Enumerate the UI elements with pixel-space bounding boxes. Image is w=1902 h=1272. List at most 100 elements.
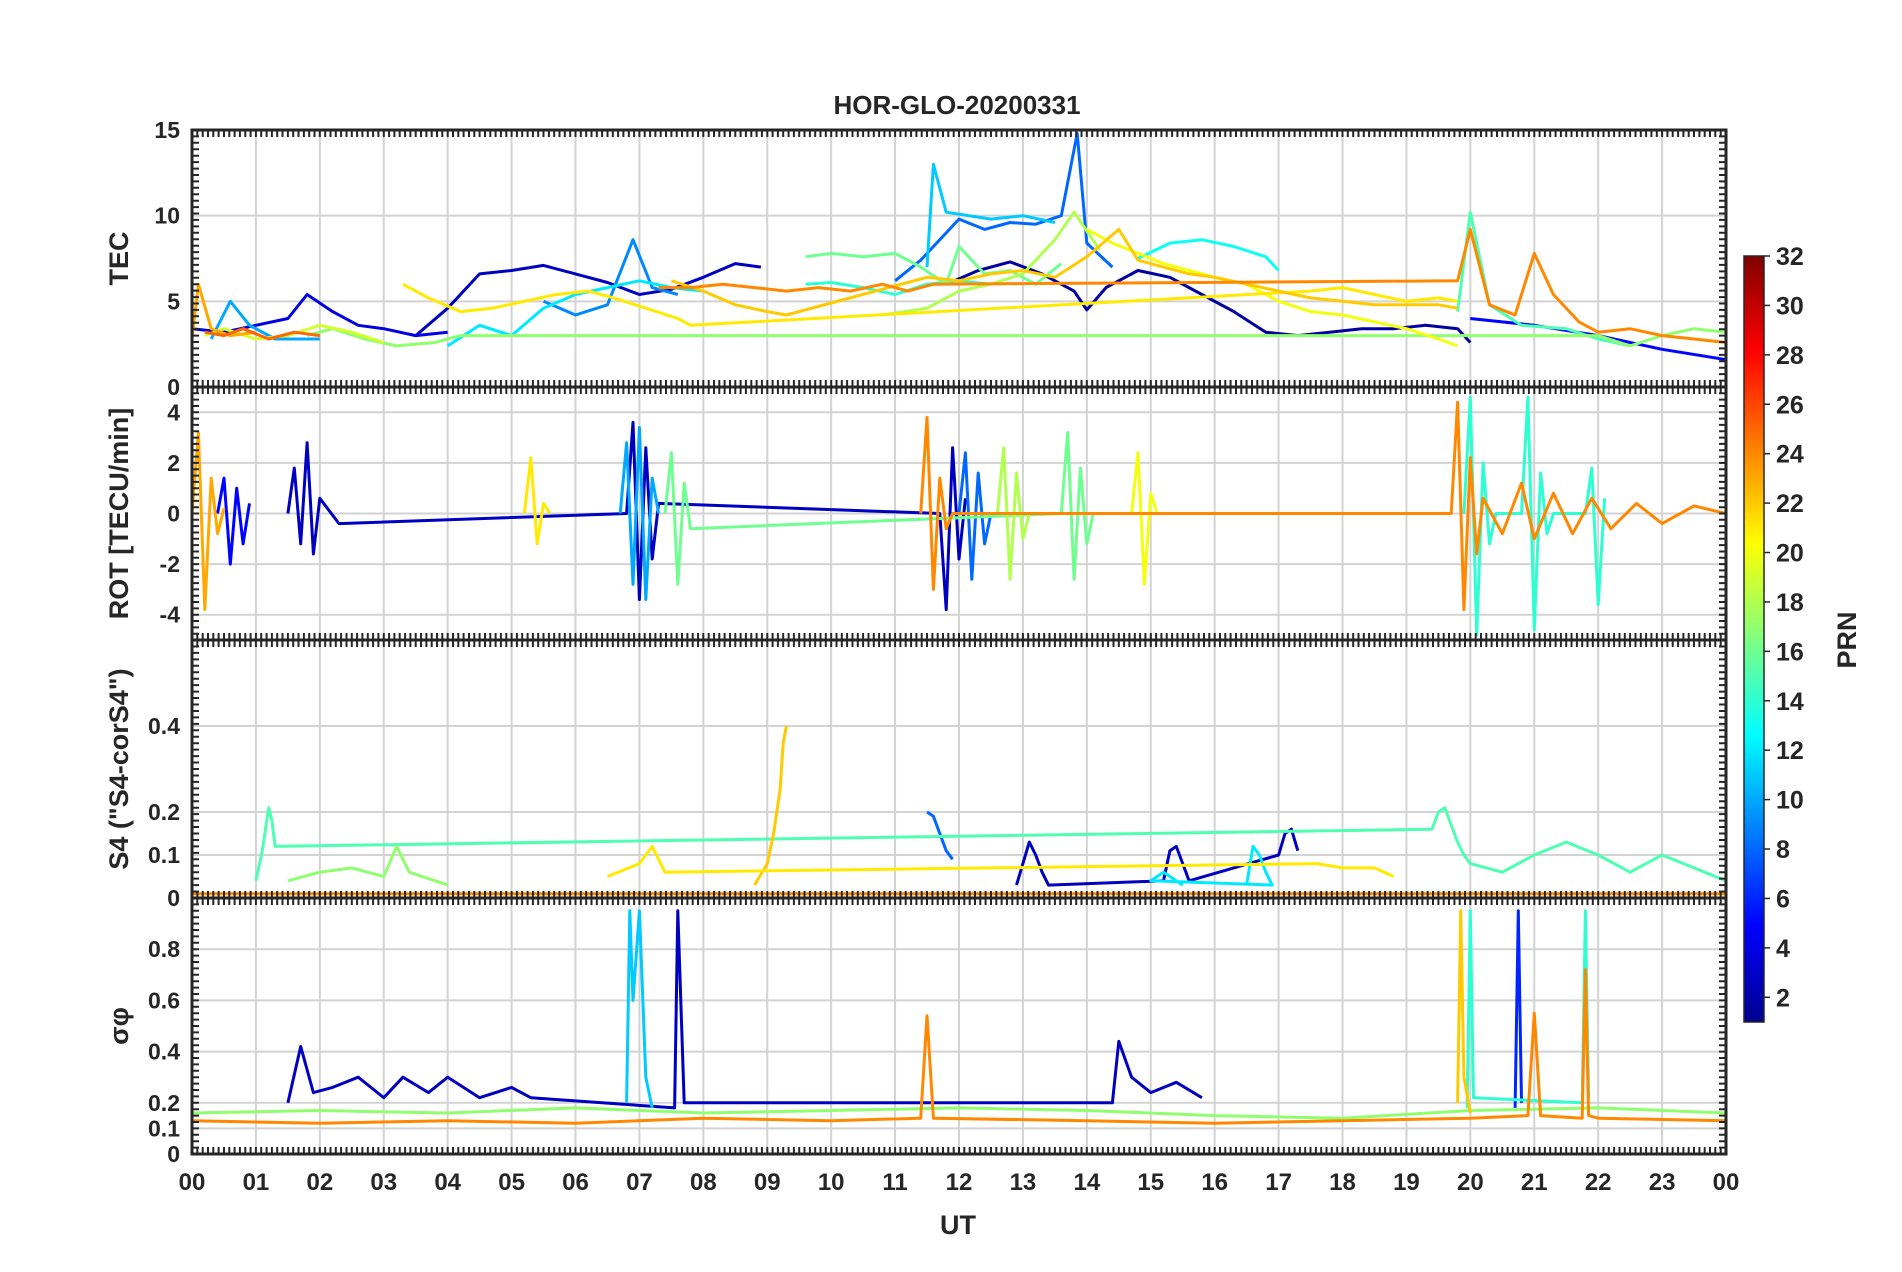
y-tick-label: 5	[167, 288, 180, 314]
y-tick-label: 0.4	[148, 1039, 180, 1065]
y-tick-label: -4	[160, 602, 181, 628]
series-line-prn-10	[618, 426, 661, 601]
series-line-prn-18	[882, 210, 1101, 317]
y-tick-label: 0.4	[148, 713, 180, 739]
series-line-prn-21	[606, 844, 1395, 878]
colorbar-tick-label: 28	[1776, 342, 1804, 370]
series-group	[192, 909, 1726, 1125]
x-tick-label: 05	[498, 1169, 525, 1196]
series-line-prn-11	[925, 162, 1056, 268]
y-tick-label: 10	[154, 203, 180, 229]
y-tick-label: 0	[167, 374, 180, 400]
series-line-prn-24	[919, 400, 1726, 612]
colorbar-tick-label: 6	[1776, 885, 1790, 913]
y-tick-label: 15	[154, 117, 180, 143]
colorbar-tick-label: 18	[1776, 589, 1804, 617]
y-axis-label: S4 ("S4-corS4")	[104, 668, 134, 869]
series-group	[192, 395, 1726, 637]
x-axis-label: UT	[940, 1210, 976, 1240]
series-line-prn-15	[1456, 210, 1631, 348]
x-tick-label: 12	[946, 1169, 973, 1196]
x-tick-label: 20	[1457, 1169, 1484, 1196]
series-line-prn-23	[192, 282, 257, 340]
series-line-prn-6	[1513, 909, 1523, 1108]
series-line-prn-14	[1462, 395, 1607, 637]
colorbar-tick-label: 20	[1776, 540, 1804, 568]
colorbar-tick-label: 16	[1776, 638, 1804, 666]
series-line-prn-21	[522, 456, 552, 546]
y-tick-label: 0.6	[148, 987, 180, 1013]
colorbar-tick-label: 30	[1776, 292, 1804, 320]
colorbar-tick-label: 24	[1776, 441, 1804, 469]
y-tick-label: 0.1	[148, 1115, 180, 1141]
y-axis-label: σφ	[104, 1007, 134, 1045]
panel-sigma-phi: 00.10.2 0.4 0.6 0.8 σφ	[104, 896, 1728, 1167]
x-tick-label: 10	[818, 1169, 845, 1196]
x-tick-label: 06	[562, 1169, 589, 1196]
colorbar-gradient	[1743, 255, 1765, 1023]
y-tick-label: 4	[167, 399, 180, 425]
series-line-prn-13	[1137, 238, 1280, 272]
series-line-prn-11	[625, 909, 654, 1109]
y-tick-label: 0.2	[148, 1090, 180, 1116]
x-tick-label: 17	[1265, 1169, 1292, 1196]
colorbar-tick-label: 22	[1776, 490, 1804, 518]
x-tick-label: 00	[1713, 1169, 1740, 1196]
plot-frame	[190, 896, 1728, 1156]
colorbar-tick-label: 32	[1776, 243, 1804, 271]
series-line-prn-15	[254, 806, 1726, 883]
series-line-prn-9	[542, 238, 679, 317]
series-line-prn-12	[1149, 844, 1274, 887]
x-tick-label: 23	[1649, 1169, 1676, 1196]
x-tick-label: 19	[1393, 1169, 1420, 1196]
series-line-prn-22	[753, 725, 788, 886]
series-line-prn-8	[894, 131, 1114, 282]
y-tick-label: 0	[167, 885, 180, 911]
y-tick-label: 0.1	[148, 842, 180, 868]
series-line-prn-24	[192, 968, 1726, 1125]
x-tick-label: 07	[626, 1169, 653, 1196]
series-line-prn-3	[286, 909, 1203, 1110]
series-line-prn-17	[287, 844, 449, 887]
x-tick-label: 16	[1201, 1169, 1228, 1196]
y-axis-label: TEC	[104, 232, 134, 286]
panel-rot: -4 -2 0 2 4 ROT [TECU/min]	[104, 385, 1728, 642]
x-tick-label: 18	[1329, 1169, 1356, 1196]
panel-s4: 0 0.1 0.2 0.4 S4 ("S4-corS4")	[104, 638, 1728, 911]
y-tick-label: 0	[167, 1141, 180, 1167]
colorbar-label: PRN	[1832, 611, 1862, 668]
x-tick-label: 03	[370, 1169, 397, 1196]
colorbar-tick-label: 8	[1776, 836, 1790, 864]
series-line-prn-18	[995, 446, 1031, 581]
x-tick-label: 21	[1521, 1169, 1548, 1196]
x-tick-label: 13	[1010, 1169, 1037, 1196]
x-tick-label: 04	[434, 1169, 461, 1196]
x-tick-label: 15	[1137, 1169, 1164, 1196]
y-tick-label: 0.8	[148, 936, 180, 962]
series-line-prn-21	[402, 282, 1458, 327]
colorbar-tick-label: 14	[1776, 688, 1804, 716]
series-line-prn-22	[1456, 909, 1472, 1114]
colorbar-tick-label: 26	[1776, 391, 1804, 419]
series-line-prn-8	[957, 451, 993, 581]
panel-tec: 0 5 10 15 TEC	[104, 117, 1728, 400]
series-line-prn-20	[1130, 451, 1159, 586]
y-tick-label: 0.2	[148, 799, 180, 825]
colorbar-tick-label: 4	[1776, 935, 1790, 963]
x-axis-ticks: 00 01 02 03 04 05 06 07 08 09 10 11 12 13 14 15 16 17 18 19…	[179, 1169, 1740, 1196]
series-line-prn-24	[658, 227, 1726, 344]
x-tick-label: 22	[1585, 1169, 1612, 1196]
series-line-prn-8	[926, 810, 954, 861]
y-tick-label: -2	[160, 551, 180, 577]
series-line-prn-23	[192, 431, 226, 612]
figure-title: HOR-GLO-20200331	[833, 90, 1080, 120]
series-line-prn-19	[204, 323, 385, 344]
series-line-prn-22	[670, 227, 1458, 317]
y-tick-label: 2	[167, 450, 180, 476]
x-tick-label: 00	[179, 1169, 206, 1196]
x-tick-label: 01	[243, 1169, 270, 1196]
y-axis-label: ROT [TECU/min]	[104, 408, 134, 619]
